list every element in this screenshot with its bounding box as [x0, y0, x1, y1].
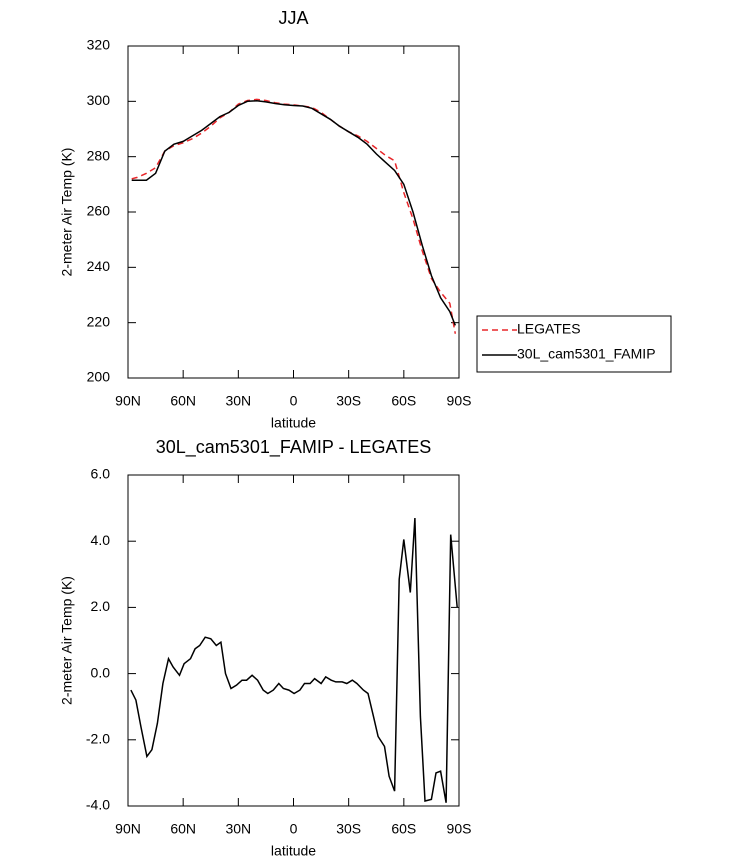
legend-label: 30L_cam5301_FAMIP	[517, 346, 656, 362]
data-line	[131, 100, 456, 326]
data-line	[131, 98, 457, 334]
x-tick-label: 90N	[115, 821, 141, 837]
y-axis-label: 2-meter Air Temp (K)	[59, 576, 75, 705]
y-tick-label: -2.0	[86, 731, 110, 747]
legend-box	[476, 315, 672, 373]
x-tick-label: 0	[290, 821, 298, 837]
y-tick-label: 320	[87, 37, 111, 53]
plot-frame	[127, 474, 460, 807]
x-tick-label: 60N	[170, 821, 196, 837]
x-tick-label: 0	[290, 393, 298, 409]
y-tick-label: 4.0	[91, 532, 111, 548]
x-tick-label: 60S	[391, 821, 416, 837]
y-tick-label: 200	[87, 369, 111, 385]
chart-title: JJA	[278, 8, 308, 28]
x-tick-label: 30N	[225, 393, 251, 409]
x-tick-label: 30S	[336, 393, 361, 409]
x-tick-label: 60N	[170, 393, 196, 409]
chart-title: 30L_cam5301_FAMIP - LEGATES	[156, 437, 431, 458]
y-axis-label: 2-meter Air Temp (K)	[59, 148, 75, 277]
y-tick-label: 0.0	[91, 664, 111, 680]
x-tick-label: 90N	[115, 393, 141, 409]
x-tick-label: 30N	[225, 821, 251, 837]
y-tick-label: 220	[87, 313, 111, 329]
data-line	[130, 517, 458, 803]
y-tick-label: 260	[87, 203, 111, 219]
x-tick-label: 90S	[447, 393, 472, 409]
y-tick-label: 300	[87, 92, 111, 108]
y-tick-label: -4.0	[86, 797, 110, 813]
x-axis-label: latitude	[271, 415, 316, 431]
plot-frame	[127, 45, 460, 379]
x-tick-label: 90S	[447, 821, 472, 837]
y-tick-label: 6.0	[91, 466, 111, 482]
x-tick-label: 30S	[336, 821, 361, 837]
y-tick-label: 280	[87, 147, 111, 163]
y-tick-label: 2.0	[91, 598, 111, 614]
x-tick-label: 60S	[391, 393, 416, 409]
y-tick-label: 240	[87, 258, 111, 274]
legend-label: LEGATES	[517, 321, 581, 337]
x-axis-label: latitude	[271, 843, 316, 859]
